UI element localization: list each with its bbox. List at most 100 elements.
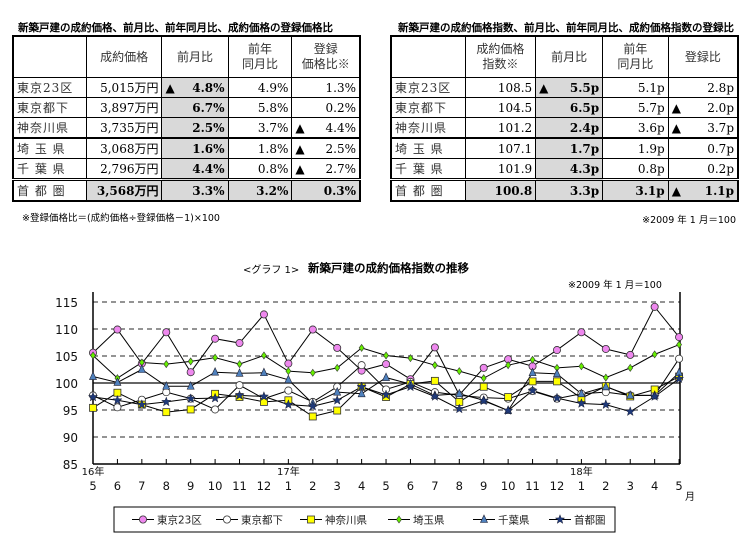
- price-table: 成約価格 前月比 前年 同月比 登録 価格比※ 東京23区 5,015万円 ▲ 4.8% 4.9…: [12, 35, 361, 202]
- value: 4.4%: [325, 120, 357, 135]
- year-label: 18年: [570, 465, 593, 478]
- data-point: [505, 361, 512, 370]
- x-tick-label: 6: [114, 479, 121, 493]
- value: 2.5%: [192, 120, 225, 135]
- data-point: [528, 377, 537, 386]
- value-cell: ▲ 4.8%: [161, 77, 229, 98]
- x-tick-label: 4: [651, 479, 658, 493]
- data-point: [529, 355, 536, 364]
- value-cell: 3,568万円: [85, 178, 163, 202]
- value-cell: 4.9%: [227, 77, 293, 98]
- data-point: [163, 360, 170, 369]
- table1-title: 新築戸建の成約価格、前月比、前年同月比、成約価格の登録価格比: [18, 22, 333, 34]
- data-point: [407, 354, 414, 363]
- value-cell: 5,015万円: [85, 77, 163, 98]
- x-tick-label: 9: [480, 479, 487, 493]
- data-point: [259, 367, 268, 377]
- value-cell: ▲ 2.0p: [667, 97, 739, 118]
- legend-marker: [396, 515, 402, 524]
- data-point: [382, 372, 391, 381]
- y-tick-label: 110: [55, 323, 78, 337]
- column-header: 前月比: [535, 35, 604, 78]
- x-tick-label: 3: [627, 479, 634, 493]
- data-point: [284, 374, 293, 384]
- data-point: [552, 346, 561, 355]
- value: 2.4p: [569, 120, 600, 135]
- value-cell: 5.7p: [602, 97, 669, 118]
- value-cell: 1.7p: [535, 137, 604, 159]
- data-point: [162, 381, 171, 390]
- row-label: 埼 玉 県: [12, 137, 87, 159]
- data-point: [601, 381, 610, 391]
- table-row: 千 葉 県 101.9 4.3p 0.8p 0.2p: [390, 158, 739, 180]
- x-tick-label: 3: [334, 479, 341, 493]
- data-point: [358, 343, 365, 352]
- chart-note: ※2009 年 1 月＝100: [568, 280, 662, 291]
- data-point: [527, 385, 538, 395]
- negative-mark: ▲: [295, 161, 305, 176]
- table-row: 東京23区 5,015万円 ▲ 4.8% 4.9% 1.3%: [12, 77, 361, 98]
- data-point: [478, 395, 489, 406]
- table-row: 首 都 圏 3,568万円 3.3% 3.2% 0.3%: [12, 178, 361, 202]
- data-point: [285, 367, 292, 376]
- value: 0.3%: [323, 183, 356, 198]
- data-point: [136, 399, 147, 409]
- value: 4.4%: [192, 161, 225, 176]
- x-tick-label: 2: [309, 479, 316, 493]
- x-tick-label: 2: [602, 479, 609, 493]
- legend-label: 千葉県: [498, 514, 530, 527]
- data-point: [211, 334, 220, 343]
- data-point: [479, 382, 488, 391]
- value: 6.5p: [569, 100, 600, 115]
- data-point: [209, 392, 221, 403]
- value: 5.1p: [637, 80, 665, 95]
- data-point: [551, 392, 563, 403]
- column-header: 登録 価格比※: [291, 35, 361, 78]
- value-cell: 1.9p: [602, 137, 669, 159]
- table-row: 首 都 圏 100.8 3.3p 3.1p ▲ 1.1p: [390, 178, 739, 202]
- legend-marker: [222, 515, 231, 524]
- data-point: [673, 373, 685, 384]
- row-label: 東京都下: [390, 97, 466, 118]
- data-point: [553, 377, 561, 386]
- table2-footnote: ※2009 年 1 月＝100: [642, 215, 736, 226]
- data-point: [383, 351, 389, 360]
- chart-title: 新築戸建の成約価格指数の推移: [308, 261, 469, 275]
- data-point: [235, 339, 244, 348]
- negative-mark: ▲: [671, 120, 681, 135]
- data-point: [113, 325, 122, 334]
- data-point: [528, 367, 537, 377]
- index-table: 成約価格 指数※ 前月比 前年 同月比 登録比 東京23区 108.5 ▲ 5.5p 5.1p 2…: [390, 35, 739, 202]
- row-label: 首 都 圏: [12, 178, 87, 202]
- table-row: 東京都下 3,897万円 6.7% 5.8% 0.2%: [12, 97, 361, 118]
- x-tick-label: 12: [550, 479, 565, 493]
- data-point: [89, 371, 97, 380]
- data-point: [186, 368, 195, 377]
- x-tick-label: 11: [232, 479, 247, 493]
- data-point: [600, 399, 611, 409]
- value-cell: 4.3p: [535, 158, 604, 180]
- value: 5.7p: [637, 100, 665, 115]
- value: 0.2p: [707, 161, 734, 176]
- value: 3.3p: [569, 183, 600, 198]
- column-header: 成約価格 指数※: [464, 35, 537, 78]
- x-unit-label: 月: [685, 491, 695, 503]
- data-point: [675, 354, 684, 363]
- value: 1.3%: [325, 80, 357, 95]
- legend-marker: [307, 515, 315, 524]
- y-tick-label: 105: [55, 350, 78, 364]
- value: 3.7p: [707, 120, 734, 135]
- legend-marker: [138, 515, 147, 524]
- data-point: [162, 328, 171, 337]
- value: 3.2%: [256, 183, 289, 198]
- table-row: 東京都下 104.5 6.5p 5.7p ▲ 2.0p: [390, 97, 739, 118]
- data-point: [309, 368, 316, 377]
- data-point: [454, 403, 465, 414]
- row-label: 首 都 圏: [390, 178, 466, 202]
- data-point: [308, 412, 317, 421]
- value-cell: 6.5p: [535, 97, 604, 118]
- data-point: [90, 351, 96, 360]
- negative-mark: ▲: [671, 100, 681, 115]
- data-point: [627, 363, 634, 372]
- x-tick-label: 5: [382, 479, 389, 493]
